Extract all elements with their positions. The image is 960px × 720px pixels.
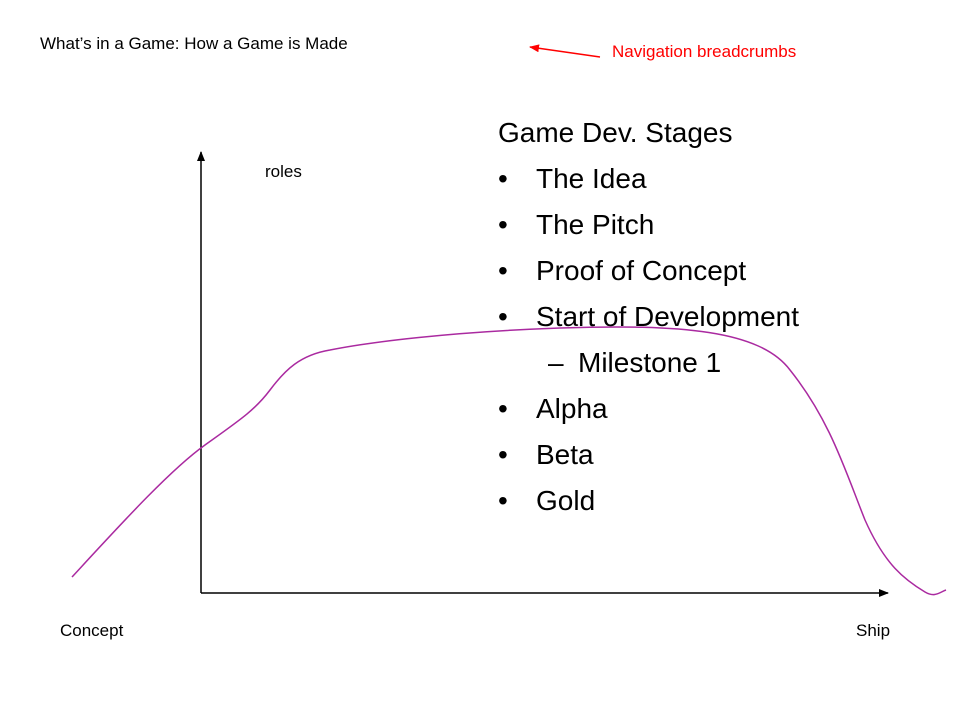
stages-heading: Game Dev. Stages: [498, 117, 733, 148]
stage-item: • Gold: [498, 478, 799, 524]
stage-list: • The Idea • The Pitch • Proof of Concept •…: [498, 156, 799, 524]
bullet-icon: •: [498, 439, 508, 470]
dash-icon: –: [548, 347, 564, 378]
stage-label: Start of Development: [536, 301, 800, 332]
bullet-icon: •: [498, 255, 508, 286]
stage-label: Alpha: [536, 393, 608, 424]
bullet-icon: •: [498, 393, 508, 424]
stage-label: The Pitch: [536, 209, 655, 240]
stage-item: • Start of Development: [498, 294, 799, 340]
x-axis-end-label: Ship: [856, 621, 891, 640]
breadcrumb-annotation: Navigation breadcrumbs: [612, 42, 797, 61]
stage-item: • The Pitch: [498, 202, 799, 248]
stage-label: Beta: [536, 439, 594, 470]
breadcrumb: What’s in a Game: How a Game is Made: [40, 34, 348, 53]
stage-subitem-label: Milestone 1: [578, 347, 722, 378]
stage-label: Proof of Concept: [536, 255, 747, 286]
bullet-icon: •: [498, 485, 508, 516]
annotation-arrow: [529, 44, 601, 58]
stage-item: • Alpha: [498, 386, 799, 432]
stage-subitem: – Milestone 1: [498, 340, 799, 386]
bullet-icon: •: [498, 301, 508, 332]
stages-panel: Game Dev. Stages • The Idea • The Pitch • P…: [498, 110, 799, 524]
bullet-icon: •: [498, 209, 508, 240]
roles-curve: [71, 326, 947, 596]
stage-item: • Proof of Concept: [498, 248, 799, 294]
stage-label: Gold: [536, 485, 596, 516]
x-axis-start-label: Concept: [60, 621, 124, 640]
stage-item: • The Idea: [498, 156, 799, 202]
stage-item: • Beta: [498, 432, 799, 478]
y-axis-label: roles: [265, 162, 302, 181]
bullet-icon: •: [498, 163, 508, 194]
stage-label: The Idea: [536, 163, 647, 194]
